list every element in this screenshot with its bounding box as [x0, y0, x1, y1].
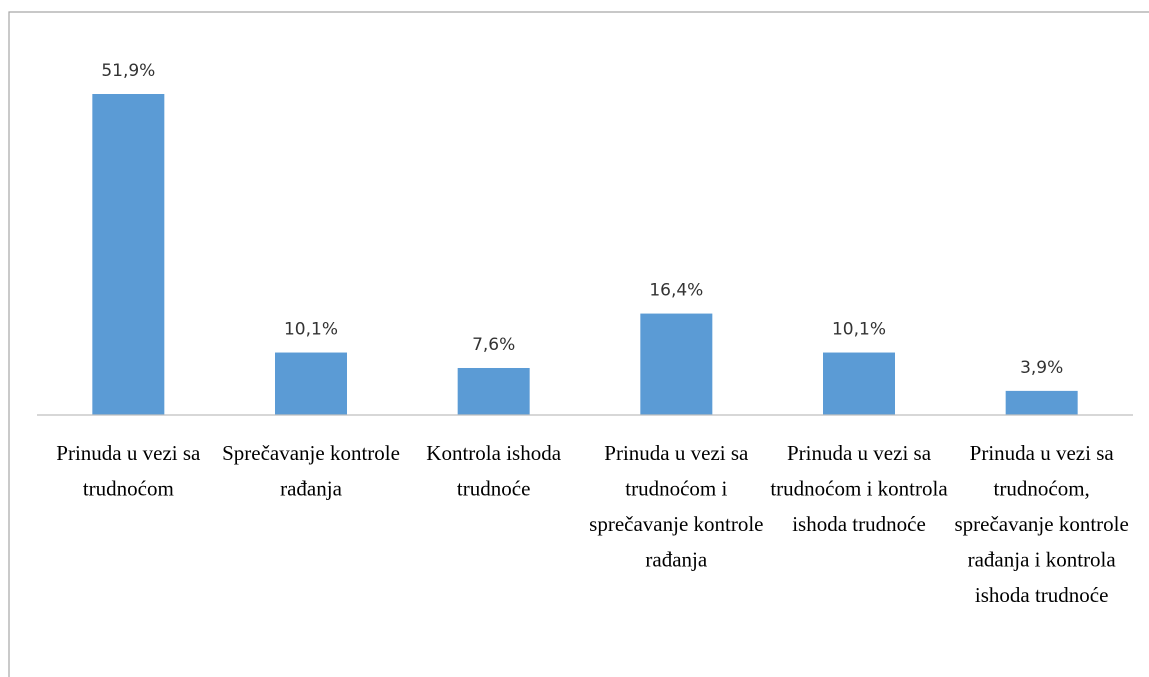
bar [1005, 390, 1078, 415]
bar [640, 313, 713, 415]
value-label: 51,9% [101, 61, 155, 81]
x-tick-label: Prinuda u vezi sa trudnoćom i sprečavanje … [589, 441, 763, 572]
bar [275, 352, 347, 415]
value-label: 10,1% [832, 320, 886, 340]
bar [823, 352, 895, 415]
x-tick-label: Sprečavanje kontrole rađanja [222, 441, 400, 501]
value-label: 16,4% [649, 281, 703, 301]
x-tick-label: Prinuda u vezi sa trudnoćom i kontrola ish… [770, 441, 948, 536]
value-label: 3,9% [1020, 358, 1063, 378]
value-label: 10,1% [284, 320, 338, 340]
x-tick-label: Prinuda u vezi sa trudnoćom [56, 441, 201, 501]
x-tick-label: Kontrola ishoda trudnoće [426, 441, 561, 501]
chart-frame [8, 11, 1149, 677]
bar [92, 94, 165, 415]
value-label: 7,6% [472, 335, 515, 355]
bar [457, 367, 530, 415]
x-tick-label: Prinuda u vezi sa trudnoćom, sprečavanje k… [954, 441, 1128, 607]
